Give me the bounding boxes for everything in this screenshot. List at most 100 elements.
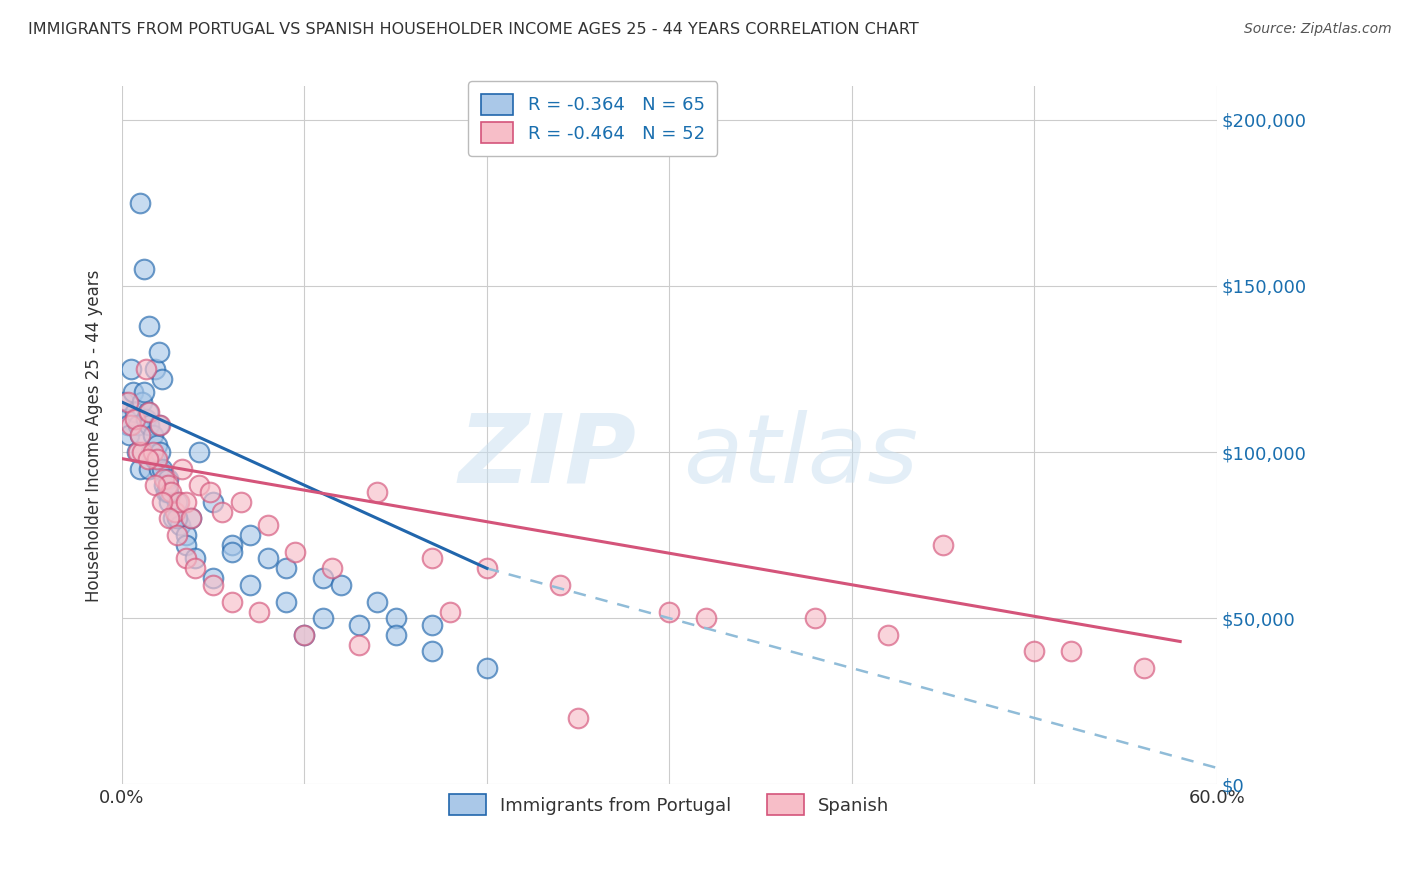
Point [162, 511, 184, 525]
Point [136, 451, 159, 466]
Point [198, 484, 221, 499]
Point [174, 538, 197, 552]
Point [127, 445, 149, 459]
Point [420, 551, 443, 566]
Point [138, 318, 160, 333]
Point [159, 495, 181, 509]
Point [143, 362, 166, 376]
Point [1060, 644, 1083, 658]
Point [221, 545, 243, 559]
Point [131, 445, 153, 459]
Point [284, 545, 307, 559]
Point [153, 472, 176, 486]
Point [184, 551, 207, 566]
Point [420, 618, 443, 632]
Point [135, 411, 157, 425]
Point [384, 611, 406, 625]
Point [1132, 661, 1154, 675]
Point [932, 538, 955, 552]
Point [120, 418, 142, 433]
Point [184, 561, 207, 575]
Point [167, 495, 190, 509]
Point [420, 644, 443, 658]
Point [117, 418, 139, 433]
Point [180, 511, 202, 525]
Point [138, 405, 160, 419]
Point [202, 578, 225, 592]
Point [877, 628, 900, 642]
Point [122, 385, 145, 400]
Point [567, 711, 589, 725]
Point [202, 495, 225, 509]
Point [294, 628, 316, 642]
Point [142, 445, 165, 459]
Point [124, 411, 146, 425]
Point [135, 362, 157, 376]
Text: atlas: atlas [683, 409, 918, 503]
Point [174, 551, 197, 566]
Point [150, 461, 173, 475]
Point [174, 495, 197, 509]
Point [211, 505, 233, 519]
Point [548, 578, 571, 592]
Point [143, 478, 166, 492]
Point [120, 362, 142, 376]
Point [141, 445, 163, 459]
Point [239, 578, 262, 592]
Point [221, 594, 243, 608]
Point [156, 484, 179, 499]
Point [138, 418, 160, 433]
Point [148, 461, 170, 475]
Point [1024, 644, 1046, 658]
Point [312, 571, 335, 585]
Point [804, 611, 827, 625]
Point [153, 478, 176, 492]
Point [239, 528, 262, 542]
Point [143, 451, 166, 466]
Point [166, 495, 188, 509]
Point [156, 472, 179, 486]
Point [166, 511, 188, 525]
Point [114, 411, 136, 425]
Point [257, 551, 280, 566]
Point [229, 495, 252, 509]
Legend: Immigrants from Portugal, Spanish: Immigrants from Portugal, Spanish [440, 785, 898, 824]
Text: IMMIGRANTS FROM PORTUGAL VS SPANISH HOUSEHOLDER INCOME AGES 25 - 44 YEARS CORREL: IMMIGRANTS FROM PORTUGAL VS SPANISH HOUS… [28, 22, 920, 37]
Point [187, 445, 209, 459]
Point [145, 451, 167, 466]
Point [127, 418, 149, 433]
Point [172, 461, 194, 475]
Point [312, 611, 335, 625]
Point [117, 395, 139, 409]
Point [149, 445, 172, 459]
Point [187, 478, 209, 492]
Point [159, 511, 181, 525]
Point [138, 461, 160, 475]
Point [136, 405, 159, 419]
Point [169, 518, 191, 533]
Point [163, 505, 186, 519]
Point [129, 195, 152, 210]
Point [257, 518, 280, 533]
Point [129, 461, 152, 475]
Point [145, 438, 167, 452]
Text: Source: ZipAtlas.com: Source: ZipAtlas.com [1244, 22, 1392, 37]
Point [131, 395, 153, 409]
Point [330, 578, 353, 592]
Point [276, 594, 298, 608]
Point [475, 561, 498, 575]
Point [142, 428, 165, 442]
Point [112, 395, 135, 409]
Point [129, 428, 152, 442]
Point [347, 638, 370, 652]
Point [155, 484, 177, 499]
Text: ZIP: ZIP [458, 409, 637, 503]
Point [221, 538, 243, 552]
Point [695, 611, 717, 625]
Point [124, 405, 146, 419]
Point [118, 428, 141, 442]
Point [475, 661, 498, 675]
Point [276, 561, 298, 575]
Point [156, 478, 179, 492]
Point [247, 605, 270, 619]
